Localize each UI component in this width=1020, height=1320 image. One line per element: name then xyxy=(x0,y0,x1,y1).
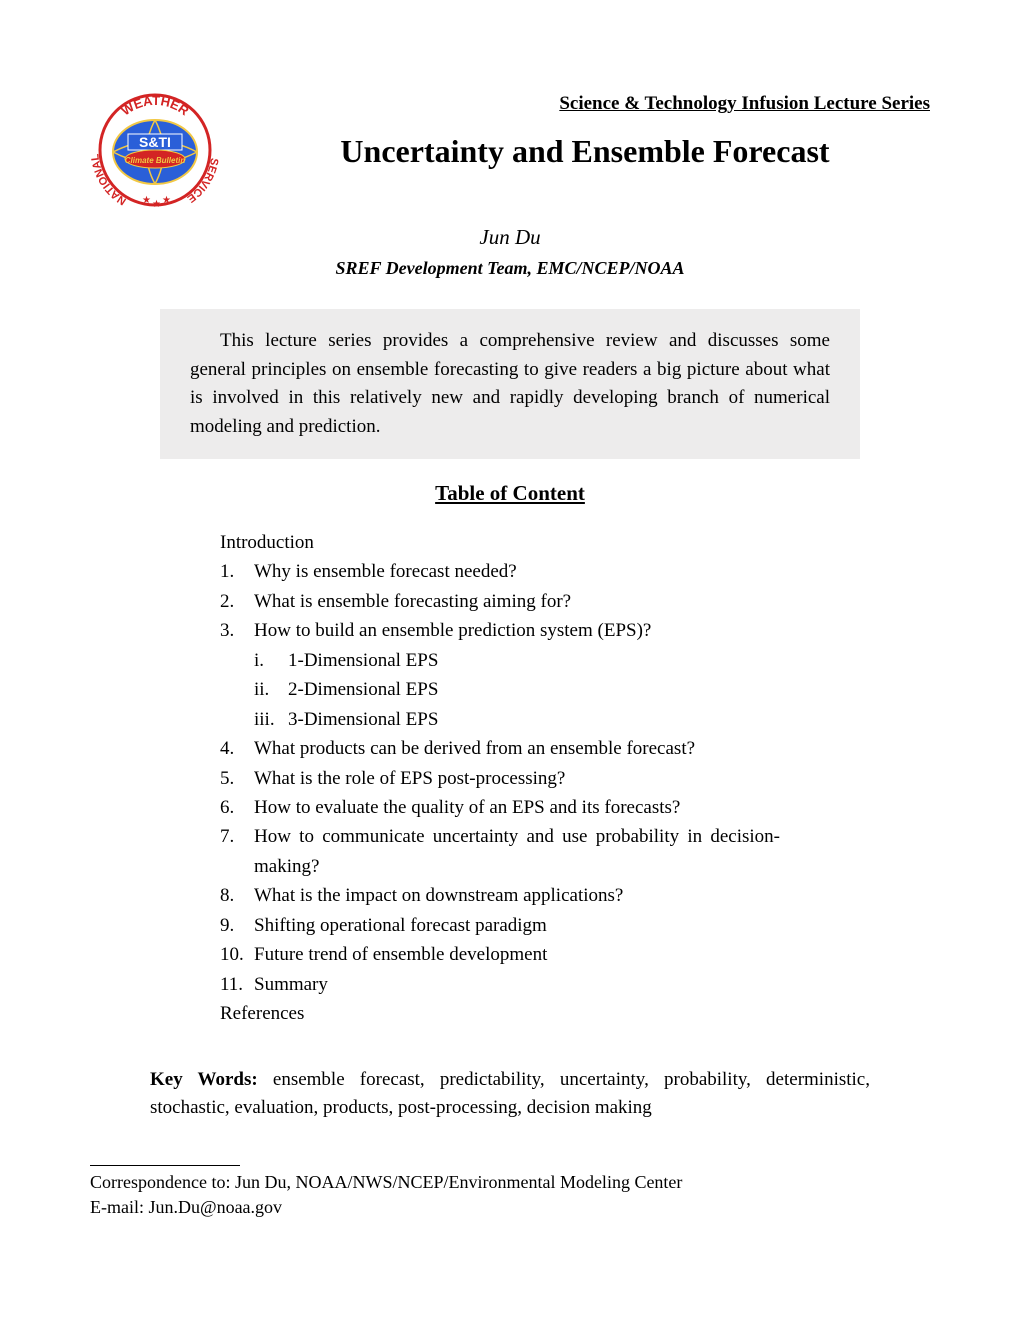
toc-subitem: i. 1-Dimensional EPS xyxy=(220,646,780,675)
toc-refs-text: References xyxy=(220,999,780,1028)
toc-item: 6. How to evaluate the quality of an EPS… xyxy=(220,793,780,822)
toc-number: 5. xyxy=(220,764,254,793)
toc-intro-text: Introduction xyxy=(220,528,780,557)
toc-number: 1. xyxy=(220,557,254,586)
affiliation: SREF Development Team, EMC/NCEP/NOAA xyxy=(90,258,930,279)
toc-item: 7. How to communicate uncertainty and us… xyxy=(220,822,780,881)
toc-item: 9. Shifting operational forecast paradig… xyxy=(220,911,780,940)
svg-text:WEATHER: WEATHER xyxy=(118,93,192,119)
abstract-box: This lecture series provides a comprehen… xyxy=(160,309,860,459)
toc-sub-number: iii. xyxy=(254,705,288,734)
toc-text: Why is ensemble forecast needed? xyxy=(254,557,780,586)
toc-sub-text: 3-Dimensional EPS xyxy=(288,705,780,734)
toc-sub-number: i. xyxy=(254,646,288,675)
table-of-contents: Introduction 1. Why is ensemble forecast… xyxy=(220,528,780,1028)
toc-title: Table of Content xyxy=(90,481,930,506)
svg-text:S&TI: S&TI xyxy=(139,134,171,150)
toc-number: 11. xyxy=(220,970,254,999)
toc-sub-number: ii. xyxy=(254,675,288,704)
toc-number: 3. xyxy=(220,616,254,645)
toc-number: 6. xyxy=(220,793,254,822)
svg-text:Climate Bulletin: Climate Bulletin xyxy=(125,156,186,165)
toc-sub-text: 1-Dimensional EPS xyxy=(288,646,780,675)
toc-number: 8. xyxy=(220,881,254,910)
logo-svg: WEATHER NATIONAL SERVICE S&TI Climate Bu… xyxy=(90,85,220,215)
toc-text: How to build an ensemble prediction syst… xyxy=(254,616,780,645)
toc-sub-text: 2-Dimensional EPS xyxy=(288,675,780,704)
toc-number: 2. xyxy=(220,587,254,616)
toc-item: 3. How to build an ensemble prediction s… xyxy=(220,616,780,645)
document-page: WEATHER NATIONAL SERVICE S&TI Climate Bu… xyxy=(0,0,1020,1320)
svg-text:★: ★ xyxy=(152,199,161,210)
header-text: Science & Technology Infusion Lecture Se… xyxy=(240,85,930,188)
toc-text: How to evaluate the quality of an EPS an… xyxy=(254,793,780,822)
toc-text: Future trend of ensemble development xyxy=(254,940,780,969)
toc-item: 5. What is the role of EPS post-processi… xyxy=(220,764,780,793)
nws-logo: WEATHER NATIONAL SERVICE S&TI Climate Bu… xyxy=(90,85,220,215)
abstract-text: This lecture series provides a comprehen… xyxy=(190,327,830,441)
keywords-section: Key Words: ensemble forecast, predictabi… xyxy=(150,1066,870,1121)
footer-rule xyxy=(90,1165,240,1166)
toc-text: Summary xyxy=(254,970,780,999)
toc-references: References xyxy=(220,999,780,1028)
toc-text: What is the role of EPS post-processing? xyxy=(254,764,780,793)
header-row: WEATHER NATIONAL SERVICE S&TI Climate Bu… xyxy=(90,85,930,215)
toc-item: 11. Summary xyxy=(220,970,780,999)
toc-item: 10. Future trend of ensemble development xyxy=(220,940,780,969)
toc-text: What is the impact on downstream applica… xyxy=(254,881,780,910)
toc-text: Shifting operational forecast paradigm xyxy=(254,911,780,940)
toc-item: 2. What is ensemble forecasting aiming f… xyxy=(220,587,780,616)
toc-item: 4. What products can be derived from an … xyxy=(220,734,780,763)
toc-text: What products can be derived from an ens… xyxy=(254,734,780,763)
email-line: E-mail: Jun.Du@noaa.gov xyxy=(90,1195,930,1220)
toc-number: 10. xyxy=(220,940,254,969)
correspondence-line: Correspondence to: Jun Du, NOAA/NWS/NCEP… xyxy=(90,1170,930,1195)
toc-text: What is ensemble forecasting aiming for? xyxy=(254,587,780,616)
correspondence-footer: Correspondence to: Jun Du, NOAA/NWS/NCEP… xyxy=(90,1165,930,1220)
toc-item: 1. Why is ensemble forecast needed? xyxy=(220,557,780,586)
author: Jun Du xyxy=(90,225,930,250)
main-title: Uncertainty and Ensemble Forecast xyxy=(240,133,930,170)
keywords-label: Key Words: xyxy=(150,1069,258,1090)
toc-number: 9. xyxy=(220,911,254,940)
toc-subitem: iii. 3-Dimensional EPS xyxy=(220,705,780,734)
svg-text:★: ★ xyxy=(142,195,151,206)
toc-subitem: ii. 2-Dimensional EPS xyxy=(220,675,780,704)
toc-text: How to communicate uncertainty and use p… xyxy=(254,822,780,881)
toc-intro: Introduction xyxy=(220,528,780,557)
toc-number: 4. xyxy=(220,734,254,763)
toc-number: 7. xyxy=(220,822,254,881)
toc-item: 8. What is the impact on downstream appl… xyxy=(220,881,780,910)
svg-text:★: ★ xyxy=(162,195,171,206)
series-title: Science & Technology Infusion Lecture Se… xyxy=(559,93,930,114)
keywords-text: ensemble forecast, predictability, uncer… xyxy=(150,1069,870,1118)
